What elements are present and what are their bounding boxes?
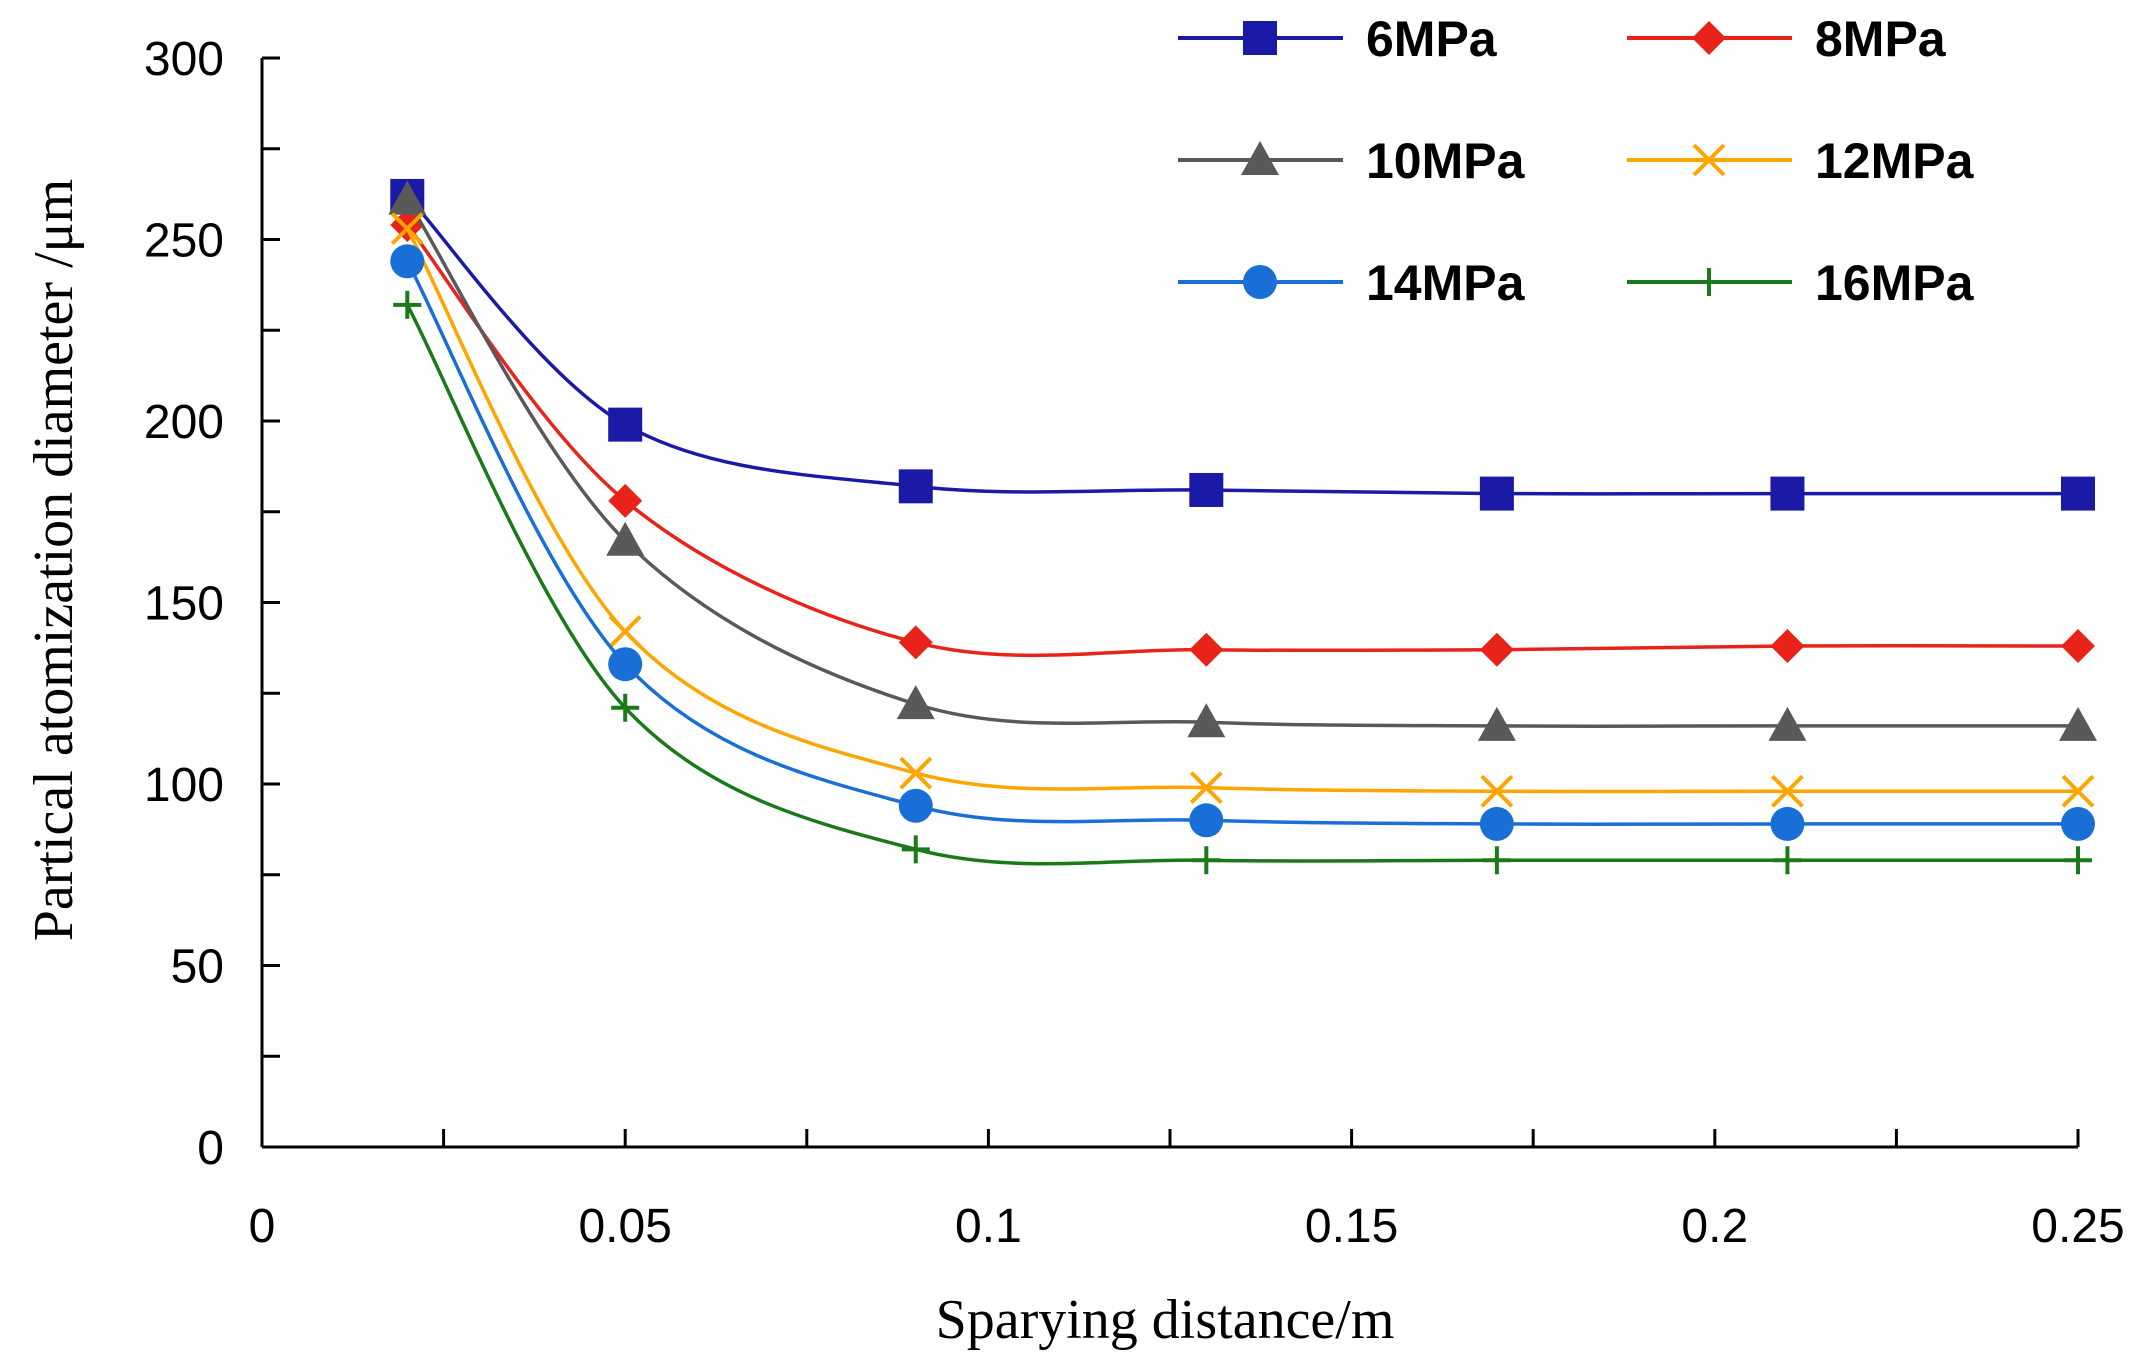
series-16mpa	[393, 290, 2092, 875]
series-14mpa	[390, 244, 2095, 841]
x-axis-title: Sparying distance/m	[936, 1289, 1395, 1351]
x-tick-label: 0.15	[1305, 1200, 1398, 1253]
series-8mpa	[390, 207, 2095, 667]
data-point-12mpa	[608, 615, 642, 648]
data-point-14mpa	[898, 788, 933, 823]
data-point-8mpa	[2061, 629, 2095, 664]
data-point-8mpa	[608, 483, 643, 518]
data-point-6mpa	[1479, 476, 1514, 511]
data-point-14mpa	[2061, 806, 2095, 841]
data-point-16mpa	[901, 835, 930, 864]
data-point-10mpa	[1477, 706, 1516, 741]
data-point-16mpa	[1482, 846, 1511, 875]
data-point-10mpa	[2059, 706, 2097, 741]
y-tick-label: 0	[197, 1122, 224, 1175]
legend-label-8mpa: 8MPa	[1815, 11, 1947, 67]
legend-label-16mpa: 16MPa	[1815, 255, 1975, 311]
legend-item-14mpa: 14MPa	[1178, 255, 1526, 311]
legend-marker-12mpa	[1692, 143, 1726, 177]
data-point-8mpa	[898, 625, 933, 660]
x-tick-label: 0.2	[1681, 1200, 1748, 1253]
y-axis-title: Partical atomization diameter /μm	[23, 179, 85, 941]
data-point-8mpa	[1770, 629, 1805, 664]
data-point-8mpa	[1189, 632, 1224, 667]
legend-label-12mpa: 12MPa	[1815, 133, 1975, 189]
legend-item-8mpa: 8MPa	[1627, 11, 1947, 67]
data-point-16mpa	[1192, 846, 1221, 875]
ticks: 0 50 100 150 200 250 300 0 0.05 0.1 0.15 0.2 0.25	[144, 33, 2125, 1253]
data-point-8mpa	[1479, 632, 1514, 667]
axes	[260, 58, 2078, 1149]
legend-item-12mpa: 12MPa	[1627, 133, 1975, 189]
legend-marker-16mpa	[1695, 268, 1723, 296]
data-point-10mpa	[388, 180, 427, 215]
y-tick-label: 250	[144, 215, 224, 268]
x-tick-label: 0.1	[955, 1200, 1022, 1253]
data-point-14mpa	[1770, 806, 1805, 841]
y-tick-label: 100	[144, 759, 224, 812]
series-10mpa	[388, 180, 2097, 741]
series-layer	[388, 178, 2097, 875]
legend-item-16mpa: 16MPa	[1627, 255, 1975, 311]
data-point-12mpa	[2061, 774, 2095, 808]
legend-item-6mpa: 6MPa	[1178, 11, 1498, 67]
legend-marker-8mpa	[1692, 21, 1726, 55]
data-point-12mpa	[1480, 774, 1514, 808]
data-point-14mpa	[608, 647, 643, 682]
data-point-12mpa	[390, 212, 424, 246]
data-point-10mpa	[896, 685, 935, 720]
legend-marker-10mpa	[1241, 141, 1279, 175]
series-line-6mpa	[406, 194, 2078, 496]
data-point-12mpa	[1771, 774, 1804, 808]
x-tick-label: 0.25	[2031, 1200, 2124, 1253]
data-point-12mpa	[1189, 771, 1223, 805]
legend-marker-6mpa	[1243, 21, 1277, 55]
data-point-6mpa	[1770, 476, 1805, 511]
y-tick-label: 50	[171, 941, 224, 994]
data-point-16mpa	[393, 290, 422, 319]
legend-item-10mpa: 10MPa	[1178, 133, 1526, 189]
data-point-6mpa	[608, 407, 643, 442]
data-point-16mpa	[1773, 846, 1802, 875]
data-point-16mpa	[2064, 846, 2092, 875]
x-tick-label: 0	[249, 1200, 276, 1253]
y-tick-label: 150	[144, 578, 224, 631]
data-point-14mpa	[390, 244, 425, 279]
data-point-10mpa	[606, 521, 645, 556]
data-point-12mpa	[899, 756, 933, 790]
series-line-12mpa	[405, 227, 2078, 794]
data-point-10mpa	[1768, 706, 1807, 741]
data-point-6mpa	[1189, 472, 1224, 507]
legend-marker-14mpa	[1243, 265, 1277, 299]
legend-label-10mpa: 10MPa	[1366, 133, 1526, 189]
series-12mpa	[390, 212, 2095, 808]
data-point-10mpa	[1187, 703, 1226, 738]
legend-label-6mpa: 6MPa	[1366, 11, 1498, 67]
legend: 6MPa 8MPa 10MPa 12MPa 14MPa 16MPa	[1178, 11, 1975, 311]
y-tick-label: 200	[144, 396, 224, 449]
data-point-6mpa	[2061, 476, 2095, 511]
data-point-14mpa	[1189, 803, 1224, 838]
legend-label-14mpa: 14MPa	[1366, 255, 1526, 311]
y-tick-label: 300	[144, 33, 224, 86]
data-point-6mpa	[898, 469, 933, 504]
series-line-16mpa	[405, 304, 2078, 866]
series-6mpa	[390, 178, 2095, 511]
data-point-16mpa	[611, 693, 640, 722]
x-tick-label: 0.05	[578, 1200, 671, 1253]
data-point-14mpa	[1479, 806, 1514, 841]
